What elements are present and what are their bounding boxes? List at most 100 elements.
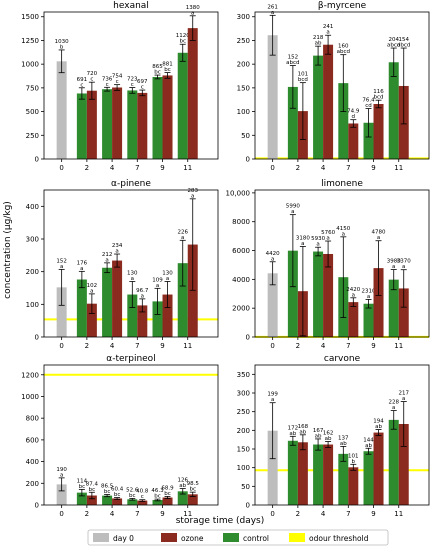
y-tick-label: 10,000 — [226, 189, 251, 197]
significance-letter: a — [301, 241, 304, 247]
significance-letter: ab — [315, 433, 322, 439]
data-label: 168 — [298, 424, 309, 430]
y-tick-label: 200 — [26, 480, 39, 488]
bar-control — [102, 89, 113, 159]
data-label: 152 — [56, 258, 67, 264]
bar-ozone — [137, 500, 148, 505]
data-label: 881 — [162, 62, 173, 68]
x-tick-label: 0 — [270, 510, 274, 518]
x-tick-label: 2 — [85, 342, 89, 350]
significance-letter: d — [352, 114, 356, 120]
x-tick-label: 4 — [110, 164, 115, 172]
data-label: 102 — [87, 283, 98, 289]
x-tick-label: 2 — [296, 342, 300, 350]
significance-letter: cd — [365, 103, 372, 109]
significance-letter: ab — [299, 429, 306, 435]
significance-letter: abcd — [337, 49, 350, 55]
significance-letter: a — [326, 30, 329, 36]
data-label: 283 — [187, 188, 198, 194]
panel-3: limonene4420a5990a3180a5930a5760a4150a24… — [226, 179, 430, 350]
data-label: 204 — [388, 37, 399, 43]
significance-letter: ab — [315, 41, 322, 47]
bar-control — [152, 499, 163, 505]
significance-letter: bc — [189, 487, 196, 493]
bar-control — [127, 499, 138, 505]
data-label: 4150 — [336, 226, 350, 232]
significance-letter: a — [90, 288, 93, 294]
data-label: 4420 — [266, 251, 280, 257]
y-tick-label: 300 — [26, 236, 39, 244]
x-tick-label: 7 — [346, 510, 350, 518]
y-tick-label: 0 — [246, 156, 250, 164]
significance-letter: bc — [164, 491, 171, 497]
significance-letter: bc — [89, 487, 96, 493]
bar-ozone — [86, 90, 97, 159]
bar-ozone — [187, 244, 198, 337]
panel-title: α-pinene — [111, 179, 151, 189]
bar-ozone — [86, 495, 97, 505]
data-label: 212 — [102, 252, 113, 258]
bar-day0 — [267, 35, 278, 159]
bar-control — [338, 83, 349, 159]
data-label: 74.9 — [347, 109, 360, 115]
panel-title: α-terpineol — [106, 354, 155, 364]
bar-day0 — [267, 273, 278, 337]
bar-control — [177, 52, 188, 160]
data-label: 194 — [373, 419, 384, 425]
significance-letter: bc — [164, 67, 171, 73]
y-tick-label: 0 — [246, 502, 250, 510]
bar-control — [127, 90, 138, 159]
data-label: 1030 — [55, 39, 69, 45]
data-label: 126 — [177, 478, 188, 484]
y-tick-label: 100 — [237, 464, 250, 472]
y-tick-label: 0 — [35, 334, 39, 342]
x-tick-label: 4 — [321, 342, 326, 350]
y-tick-label: 1250 — [21, 37, 39, 45]
bar-ozone — [323, 44, 334, 159]
significance-letter: abcd — [387, 43, 400, 49]
bar-ozone — [398, 423, 409, 505]
data-label: 144 — [363, 437, 374, 443]
significance-letter: a — [342, 231, 345, 237]
data-label: 101 — [298, 72, 309, 78]
bar-ozone — [323, 253, 334, 337]
data-label: 154 — [398, 37, 409, 43]
bar-ozone — [162, 75, 173, 159]
bar-control — [287, 250, 298, 337]
y-tick-label: 400 — [26, 458, 39, 466]
bar-ozone — [373, 432, 384, 505]
y-tick-label: 2000 — [232, 305, 250, 313]
panel-title: limonene — [321, 179, 363, 189]
bar-control — [177, 263, 188, 337]
y-tick-label: 4000 — [232, 276, 250, 284]
data-label: 101 — [348, 453, 359, 459]
significance-letter: c — [141, 85, 144, 91]
data-label: 723 — [127, 77, 138, 83]
data-label: 109 — [152, 277, 163, 283]
y-tick-label: 600 — [26, 436, 39, 444]
bar-control — [338, 453, 349, 505]
y-tick-label: 200 — [26, 268, 39, 276]
y-tick-label: 1000 — [21, 393, 39, 401]
y-tick-label: 250 — [26, 132, 39, 140]
legend-swatch — [161, 533, 177, 542]
significance-letter: a — [131, 276, 134, 282]
data-label: 160 — [338, 44, 349, 50]
significance-letter: c — [90, 77, 93, 83]
x-tick-label: 11 — [183, 342, 192, 350]
x-tick-label: 4 — [110, 342, 115, 350]
x-tick-label: 9 — [371, 342, 375, 350]
bar-ozone — [137, 92, 148, 159]
bar-control — [177, 491, 188, 505]
panel-1: β-myrcene261a152abcd101bcd218ab241a160ab… — [237, 1, 430, 172]
bar-ozone — [297, 442, 308, 505]
bar-day0 — [267, 430, 278, 505]
bar-ozone — [112, 87, 123, 159]
y-tick-label: 50 — [241, 132, 250, 140]
data-label: 68.9 — [161, 485, 174, 491]
significance-letter: a — [60, 264, 63, 270]
x-tick-label: 0 — [59, 164, 63, 172]
y-tick-label: 400 — [26, 203, 39, 211]
